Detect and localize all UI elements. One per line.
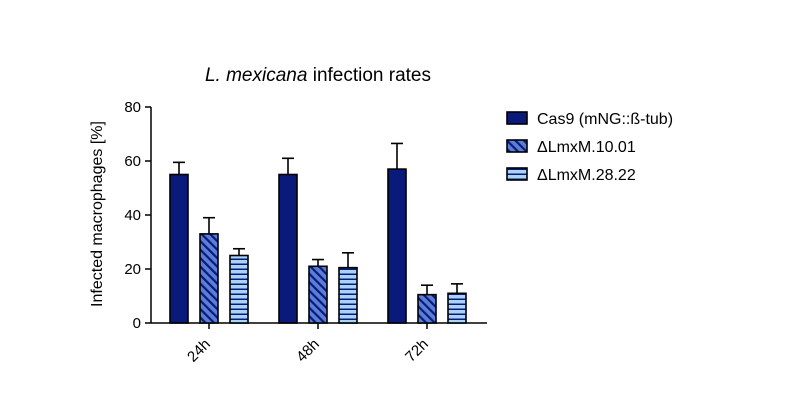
bar <box>199 233 219 324</box>
legend-label: Cas9 (mNG::ß-tub) <box>537 111 673 128</box>
bar <box>308 265 328 324</box>
bar <box>417 293 437 324</box>
x-tick-label: 48h <box>293 336 323 366</box>
y-tick-label: 20 <box>124 261 141 278</box>
y-tick-label: 0 <box>133 315 141 332</box>
bars <box>169 142 467 324</box>
bar <box>169 173 189 324</box>
bar <box>229 254 249 324</box>
bar <box>338 266 358 324</box>
legend-swatch <box>506 167 528 181</box>
bar <box>278 173 298 324</box>
x-tick-label: 72h <box>402 336 432 366</box>
x-tick-label: 24h <box>184 336 214 366</box>
chart-title-rest: infection rates <box>307 65 431 86</box>
legend-label: ΔLmxM.10.01 <box>537 139 636 156</box>
chart-title: L. mexicana infection rates <box>205 65 431 86</box>
legend-swatch <box>506 139 528 153</box>
bar <box>447 292 467 324</box>
y-tick-label: 40 <box>124 207 141 224</box>
legend-swatch <box>506 111 528 125</box>
chart-title-italic: L. mexicana <box>205 65 307 86</box>
y-axis-label: Infected macrophages [%] <box>89 121 106 307</box>
y-tick-label: 60 <box>124 153 141 170</box>
y-tick-label: 80 <box>124 99 141 116</box>
bar <box>387 168 407 324</box>
legend-label: ΔLmxM.28.22 <box>537 167 636 184</box>
